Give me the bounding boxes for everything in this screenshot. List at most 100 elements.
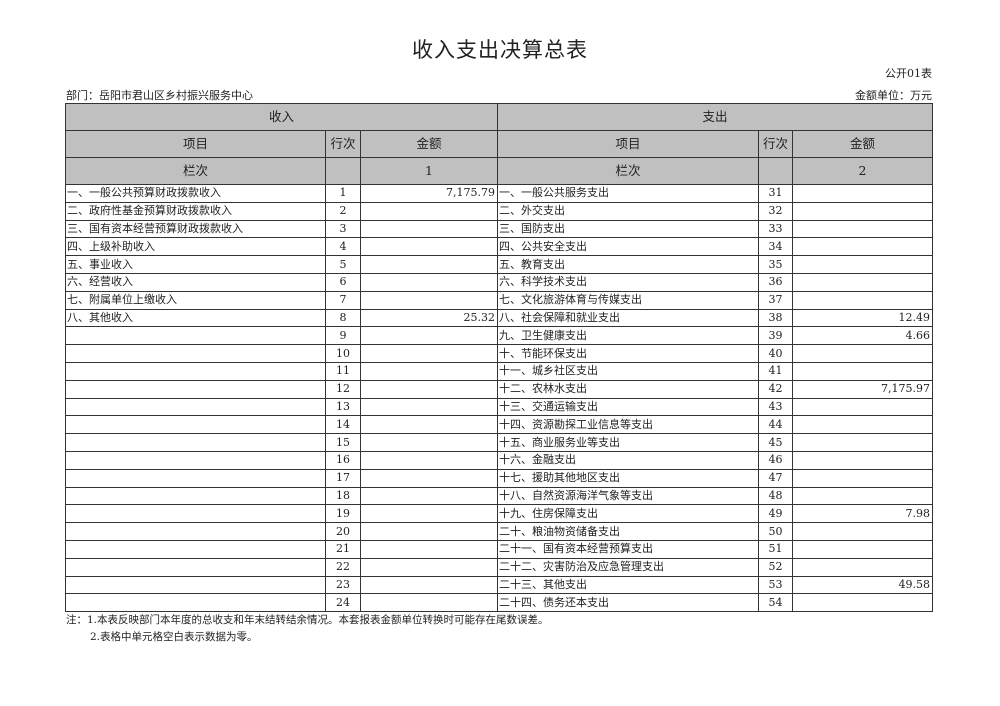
expense-amount-cell: 4.66 [792, 326, 934, 346]
expense-item-cell: 十二、农林水支出 [497, 379, 760, 399]
expense-amount-cell [792, 593, 934, 613]
expense-amount-cell: 7.98 [792, 504, 934, 524]
expense-line-cell: 36 [758, 272, 794, 292]
expense-line-cell: 32 [758, 201, 794, 221]
expense-line-cell: 51 [758, 539, 794, 559]
table-row: 14 十四、资源勘探工业信息等支出 44 [65, 415, 934, 435]
income-line-cell: 11 [325, 361, 361, 381]
expense-item-cell: 七、文化旅游体育与传媒支出 [497, 290, 760, 310]
expense-line-cell: 41 [758, 361, 794, 381]
form-code: 公开01表 [885, 67, 932, 80]
expense-line-cell: 50 [758, 522, 794, 541]
income-amount-cell [359, 361, 499, 381]
table-row: 21 二十一、国有资本经营预算支出 51 [65, 539, 934, 559]
expense-item-cell: 十四、资源勘探工业信息等支出 [497, 415, 760, 435]
income-line-cell: 18 [325, 486, 361, 506]
note-1: 注：1.本表反映部门本年度的总收支和年末结转结余情况。本套报表金额单位转换时可能… [66, 614, 549, 626]
expense-line-cell: 33 [758, 219, 794, 239]
income-item-cell [65, 575, 326, 595]
expense-amount-cell [792, 361, 934, 381]
expense-item-cell: 十六、金融支出 [497, 450, 760, 470]
income-amount-cell [359, 344, 499, 363]
expense-line-cell: 35 [758, 255, 794, 274]
column-label: 栏次 [65, 157, 326, 185]
table-row: 七、附属单位上缴收入 7 七、文化旅游体育与传媒支出 37 [65, 290, 934, 310]
column-header-row: 项目 行次 金额 项目 行次 金额 [65, 130, 934, 158]
income-amount-cell [359, 433, 499, 452]
income-amount-cell [359, 219, 499, 239]
expense-amount-cell [792, 397, 934, 417]
amount-unit: 金额单位：万元 [855, 89, 932, 102]
income-line-cell: 21 [325, 539, 361, 559]
expense-item-cell: 二十四、债务还本支出 [497, 593, 760, 613]
expense-amount-cell [792, 450, 934, 470]
income-item-cell [65, 539, 326, 559]
expense-col-index: 2 [792, 157, 934, 185]
expense-item-cell: 八、社会保障和就业支出 [497, 308, 760, 328]
income-amount-cell: 7,175.79 [359, 184, 499, 203]
income-item-cell: 八、其他收入 [65, 308, 326, 328]
expense-amount-cell [792, 468, 934, 488]
income-item-cell: 二、政府性基金预算财政拨款收入 [65, 201, 326, 221]
expense-line-cell: 39 [758, 326, 794, 346]
expense-item-cell: 十三、交通运输支出 [497, 397, 760, 417]
expense-item-cell: 九、卫生健康支出 [497, 326, 760, 346]
expense-item-cell: 五、教育支出 [497, 255, 760, 274]
income-line-cell: 19 [325, 504, 361, 524]
expense-amount-cell [792, 539, 934, 559]
income-line-cell: 9 [325, 326, 361, 346]
expense-line-cell: 54 [758, 593, 794, 613]
table-row: 24 二十四、债务还本支出 54 [65, 593, 934, 613]
table-row: 12 十二、农林水支出 42 7,175.97 [65, 379, 934, 399]
expense-header: 支出 [497, 103, 934, 131]
income-line-cell: 7 [325, 290, 361, 310]
expense-line-cell: 52 [758, 557, 794, 577]
income-item-cell: 七、附属单位上缴收入 [65, 290, 326, 310]
income-line-header: 行次 [325, 130, 361, 158]
expense-amount-cell [792, 290, 934, 310]
expense-amount-cell [792, 184, 934, 203]
note-2: 2.表格中单元格空白表示数据为零。 [90, 631, 258, 643]
expense-line-header: 行次 [758, 130, 794, 158]
income-amount-cell [359, 593, 499, 613]
income-amount-cell [359, 201, 499, 221]
expense-item-cell: 二十一、国有资本经营预算支出 [497, 539, 760, 559]
expense-item-header: 项目 [497, 130, 760, 158]
income-amount-cell [359, 379, 499, 399]
income-header: 收入 [64, 103, 499, 131]
table-row: 22 二十二、灾害防治及应急管理支出 52 [65, 557, 934, 577]
expense-amount-cell: 12.49 [792, 308, 934, 328]
income-item-cell [65, 468, 326, 488]
expense-line-cell: 40 [758, 344, 794, 363]
income-amount-cell [359, 237, 499, 257]
income-amount-header: 金额 [359, 130, 499, 158]
income-amount-cell [359, 397, 499, 417]
expense-amount-cell [792, 433, 934, 452]
expense-amount-cell [792, 415, 934, 435]
table-row: 三、国有资本经营预算财政拨款收入 3 三、国防支出 33 [65, 219, 934, 239]
table-row: 一、一般公共预算财政拨款收入 1 7,175.79 一、一般公共服务支出 31 [65, 184, 934, 203]
blank-cell [325, 157, 361, 185]
income-item-cell: 四、上级补助收入 [65, 237, 326, 257]
table-row: 9 九、卫生健康支出 39 4.66 [65, 326, 934, 346]
expense-line-cell: 44 [758, 415, 794, 435]
table-row: 二、政府性基金预算财政拨款收入 2 二、外交支出 32 [65, 201, 934, 221]
income-line-cell: 12 [325, 379, 361, 399]
income-line-cell: 17 [325, 468, 361, 488]
income-amount-cell [359, 486, 499, 506]
expense-item-cell: 三、国防支出 [497, 219, 760, 239]
table-row: 四、上级补助收入 4 四、公共安全支出 34 [65, 237, 934, 257]
expense-amount-cell [792, 486, 934, 506]
expense-line-cell: 43 [758, 397, 794, 417]
expense-line-cell: 42 [758, 379, 794, 399]
column-index-row: 栏次 1 栏次 2 [65, 157, 934, 185]
income-amount-cell [359, 290, 499, 310]
income-item-cell [65, 326, 326, 346]
expense-item-cell: 二十三、其他支出 [497, 575, 760, 595]
income-amount-cell [359, 326, 499, 346]
department: 部门：岳阳市君山区乡村振兴服务中心 [66, 89, 253, 102]
expense-item-cell: 十一、城乡社区支出 [497, 361, 760, 381]
table-row: 13 十三、交通运输支出 43 [65, 397, 934, 417]
table-row: 10 十、节能环保支出 40 [65, 344, 934, 363]
income-line-cell: 13 [325, 397, 361, 417]
